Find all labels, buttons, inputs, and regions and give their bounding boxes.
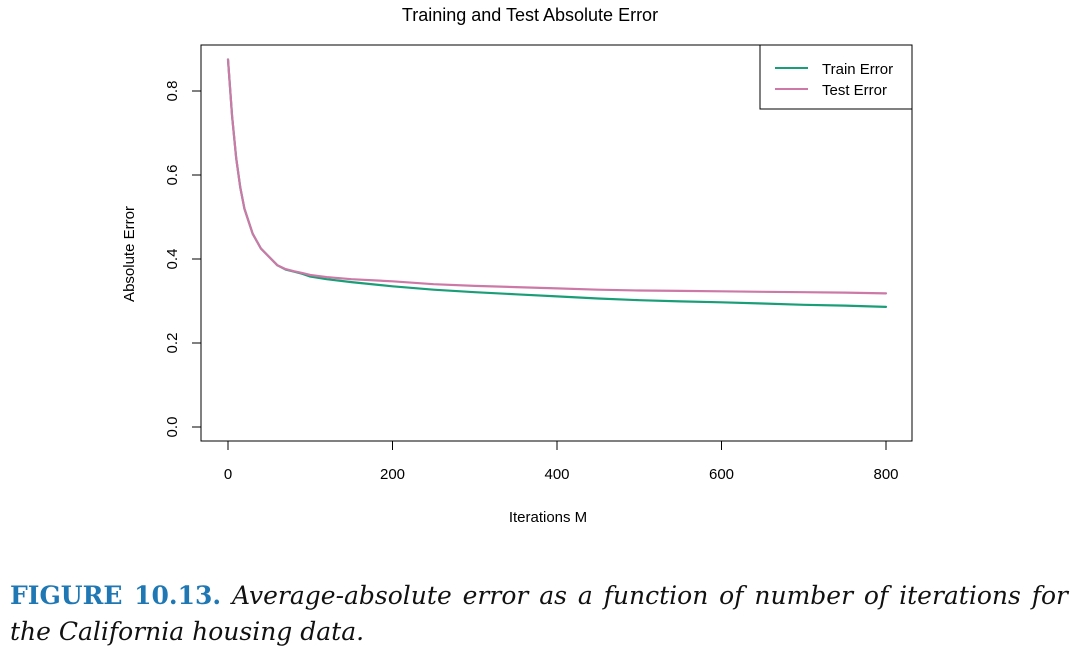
legend-label-train: Train Error bbox=[822, 61, 893, 78]
legend-label-test: Test Error bbox=[822, 82, 887, 99]
x-tick-label: 200 bbox=[380, 466, 405, 483]
y-tick-label: 0.4 bbox=[164, 249, 181, 270]
absolute-error-chart: Training and Test Absolute Error 0 200 400… bbox=[121, 5, 913, 526]
series-line-test bbox=[226, 58, 888, 295]
legend-box bbox=[759, 44, 913, 110]
y-axis-label: Absolute Error bbox=[121, 206, 138, 302]
series-layer bbox=[226, 58, 888, 308]
legend: Train Error Test Error bbox=[759, 44, 913, 110]
figure-number: FIGURE 10.13. bbox=[10, 581, 222, 610]
x-tick-label: 600 bbox=[709, 466, 734, 483]
y-tick-label: 0.8 bbox=[164, 81, 181, 102]
figure-description: Average-absolute error as a function of … bbox=[10, 581, 1068, 646]
y-tick-label: 0.2 bbox=[164, 333, 181, 354]
x-tick-label: 400 bbox=[544, 466, 569, 483]
x-tick-label: 0 bbox=[224, 466, 232, 483]
y-tick-label: 0.0 bbox=[164, 417, 181, 438]
x-axis-label: Iterations M bbox=[509, 509, 587, 526]
x-tick-label: 800 bbox=[873, 466, 898, 483]
chart-title: Training and Test Absolute Error bbox=[402, 5, 658, 25]
x-axis: 0 200 400 600 800 bbox=[224, 440, 899, 483]
y-tick-label: 0.6 bbox=[164, 165, 181, 186]
y-axis: 0.0 0.2 0.4 0.6 0.8 bbox=[164, 81, 202, 438]
figure-caption: FIGURE 10.13. Average-absolute error as … bbox=[10, 578, 1068, 650]
